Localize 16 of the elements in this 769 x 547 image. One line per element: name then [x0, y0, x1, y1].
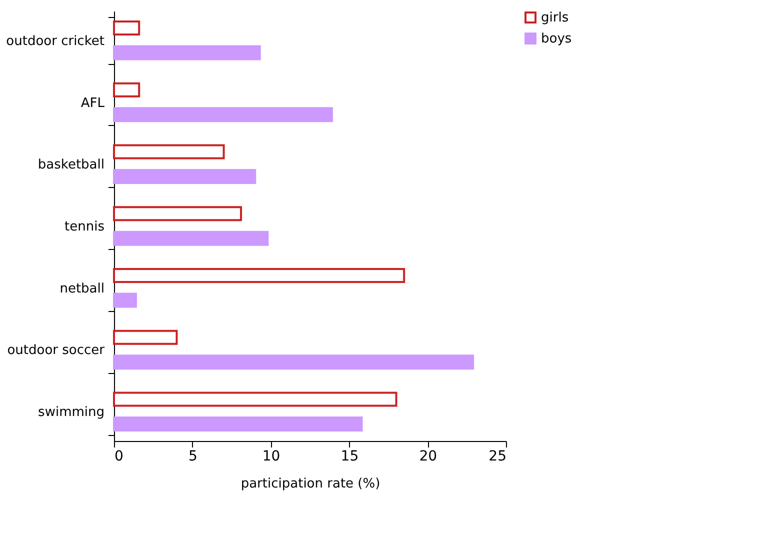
y-tick-label: outdoor cricket — [6, 34, 104, 49]
y-tick-label: outdoor soccer — [7, 343, 106, 358]
y-tick-label: basketball — [38, 158, 104, 173]
legend-label: boys — [541, 32, 572, 46]
x-tick-label: 0 — [114, 448, 124, 464]
x-tick-label: 25 — [488, 448, 506, 464]
y-tick-label: swimming — [38, 405, 104, 420]
y-tick-label: netball — [60, 281, 104, 296]
y-tick-label: AFL — [80, 96, 106, 111]
legend-label: girls — [541, 10, 569, 26]
y-tick-label: tennis — [64, 220, 105, 234]
x-tick-label: 10 — [262, 448, 280, 464]
x-tick-label: 5 — [188, 448, 198, 464]
x-tick-label: 15 — [340, 448, 359, 464]
x-axis-title: participation rate (%) — [240, 476, 380, 492]
x-tick-label: 20 — [419, 448, 438, 464]
